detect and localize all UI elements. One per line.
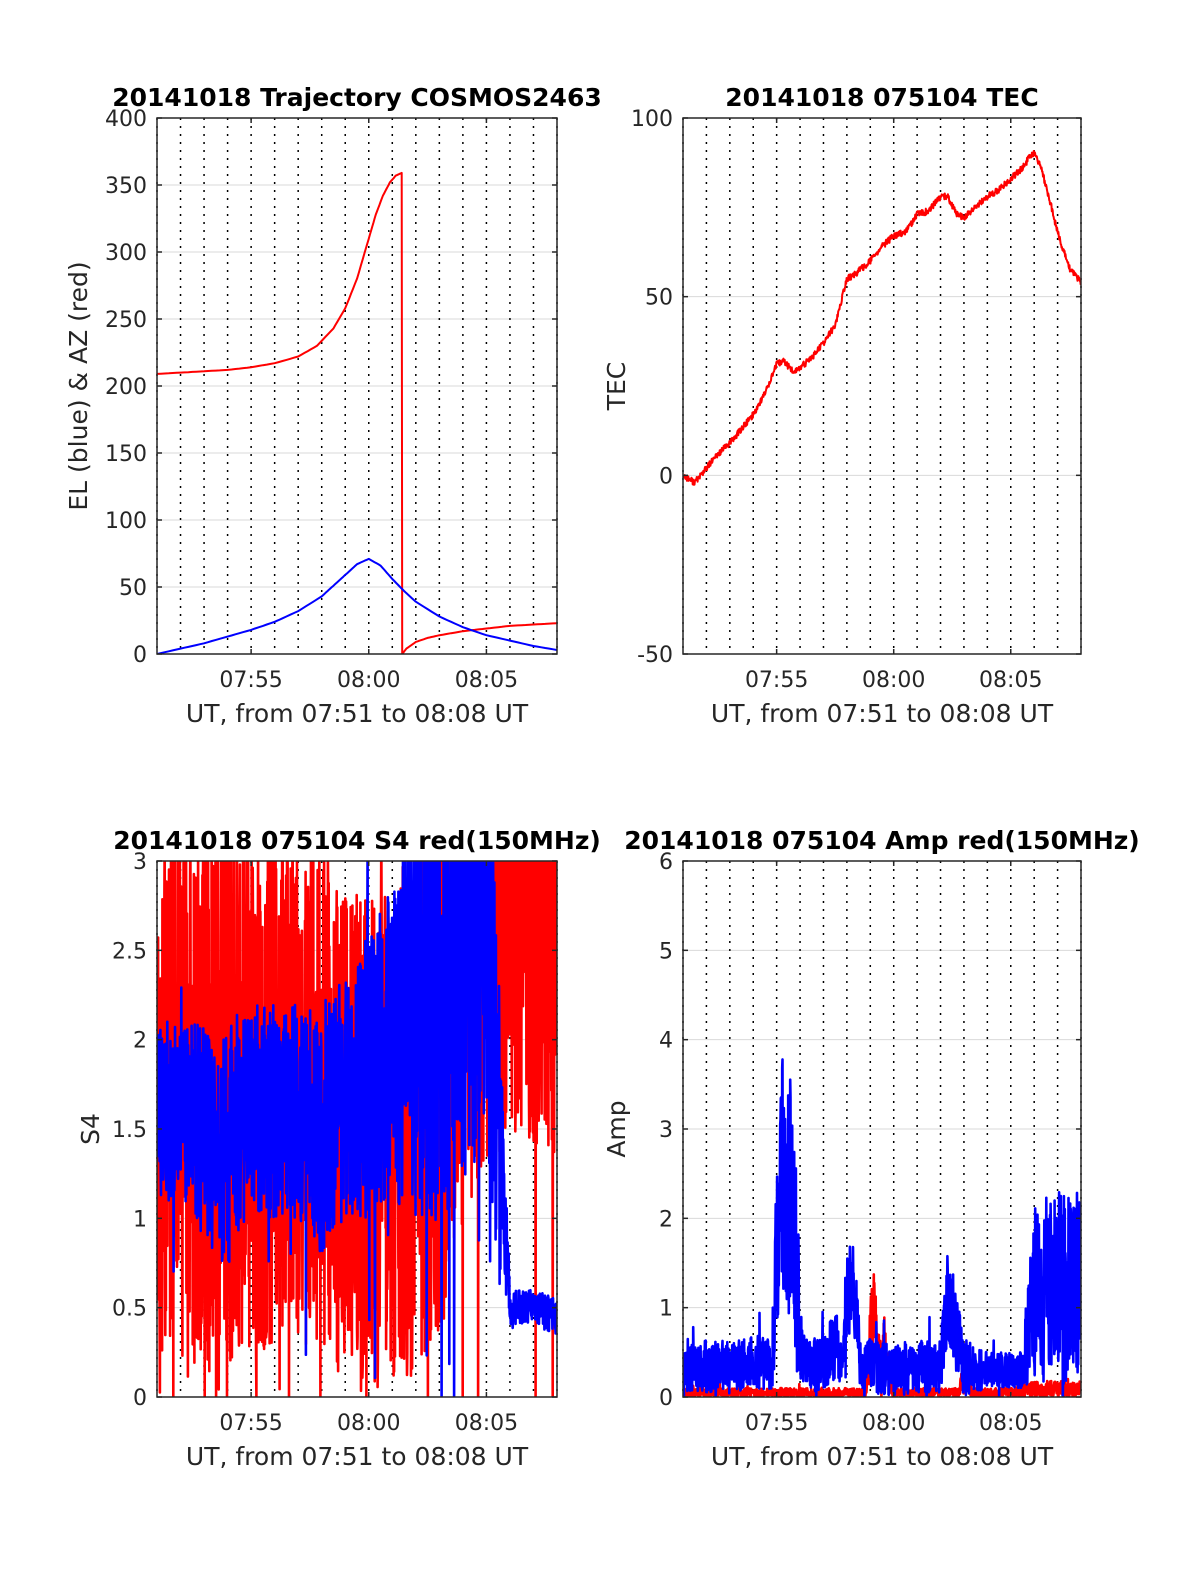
y-tick-label: 300 (105, 241, 147, 266)
y-tick-label: 250 (105, 308, 147, 333)
series-line-2 (157, 861, 557, 1397)
x-tick-label: 08:05 (979, 668, 1042, 693)
y-axis-label: Amp (602, 1100, 631, 1157)
axes-box (682, 117, 1082, 655)
y-tick-label: 2.5 (112, 939, 147, 964)
y-tick-label: 350 (105, 174, 147, 199)
series-line-1 (683, 150, 1081, 486)
y-tick-label: 4 (659, 1029, 673, 1054)
x-axis-label: UT, from 07:51 to 08:08 UT (186, 1442, 529, 1471)
y-axis-label: EL (blue) & AZ (red) (64, 261, 93, 510)
x-tick-label: 08:05 (979, 1411, 1042, 1436)
subplot-title: 20141018 075104 Amp red(150MHz) (624, 826, 1140, 855)
x-axis-label: UT, from 07:51 to 08:08 UT (711, 1442, 1054, 1471)
x-tick-label: 08:05 (455, 1411, 518, 1436)
x-axis-label: UT, from 07:51 to 08:08 UT (186, 699, 529, 728)
y-tick-label: 2 (659, 1207, 673, 1232)
y-tick-label: 2 (133, 1029, 147, 1054)
subplot-title: 20141018 Trajectory COSMOS2463 (112, 83, 602, 112)
x-tick-label: 07:55 (745, 668, 808, 693)
y-tick-label: 1 (659, 1297, 673, 1322)
series-line-1 (157, 171, 557, 654)
x-tick-label: 07:55 (745, 1411, 808, 1436)
x-tick-label: 07:55 (219, 668, 282, 693)
y-tick-label: 200 (105, 375, 147, 400)
y-tick-label: 100 (105, 509, 147, 534)
subplot-title: 20141018 075104 S4 red(150MHz) (113, 826, 601, 855)
subplot-1: 0 50 100 150 200 250 300 350 400 07:55 08:00 08:05 U… (64, 83, 602, 728)
subplot-3: 0 0.5 1 1.5 2 2.5 3 07:55 08:00 08:05 UT, from 07:… (76, 826, 601, 1471)
y-tick-label: 1.5 (112, 1118, 147, 1143)
y-axis-label: TEC (602, 362, 631, 412)
y-axis-label: S4 (76, 1113, 105, 1145)
y-tick-label: 0 (659, 464, 673, 489)
y-tick-label: 0 (659, 1386, 673, 1411)
x-tick-label: 08:00 (862, 1411, 925, 1436)
x-tick-label: 08:00 (862, 668, 925, 693)
y-tick-label: 3 (659, 1118, 673, 1143)
y-tick-label: 150 (105, 442, 147, 467)
x-tick-label: 07:55 (219, 1411, 282, 1436)
y-tick-label: -50 (637, 643, 673, 668)
y-tick-label: 0 (133, 1386, 147, 1411)
series-line-2 (683, 1058, 1081, 1397)
x-axis-label: UT, from 07:51 to 08:08 UT (711, 699, 1054, 728)
y-tick-label: 5 (659, 939, 673, 964)
y-tick-label: 400 (105, 107, 147, 132)
series-line-1 (157, 861, 557, 1397)
y-tick-label: 50 (119, 576, 147, 601)
subplot-2: -50 0 50 100 07:55 08:00 08:05 UT, from 07:51 t… (602, 83, 1082, 728)
y-tick-label: 3 (133, 850, 147, 875)
y-tick-label: 1 (133, 1207, 147, 1232)
y-tick-label: 50 (645, 286, 673, 311)
subplot-title: 20141018 075104 TEC (725, 83, 1038, 112)
x-tick-label: 08:00 (337, 668, 400, 693)
y-tick-label: 100 (631, 107, 673, 132)
y-tick-label: 0 (133, 643, 147, 668)
x-tick-label: 08:05 (455, 668, 518, 693)
subplot-4: 0 1 2 3 4 5 6 07:55 08:00 08:05 UT, from 07:51 to … (602, 826, 1140, 1471)
y-tick-label: 6 (659, 850, 673, 875)
series-line-2 (157, 557, 557, 654)
x-tick-label: 08:00 (337, 1411, 400, 1436)
y-tick-label: 0.5 (112, 1297, 147, 1322)
